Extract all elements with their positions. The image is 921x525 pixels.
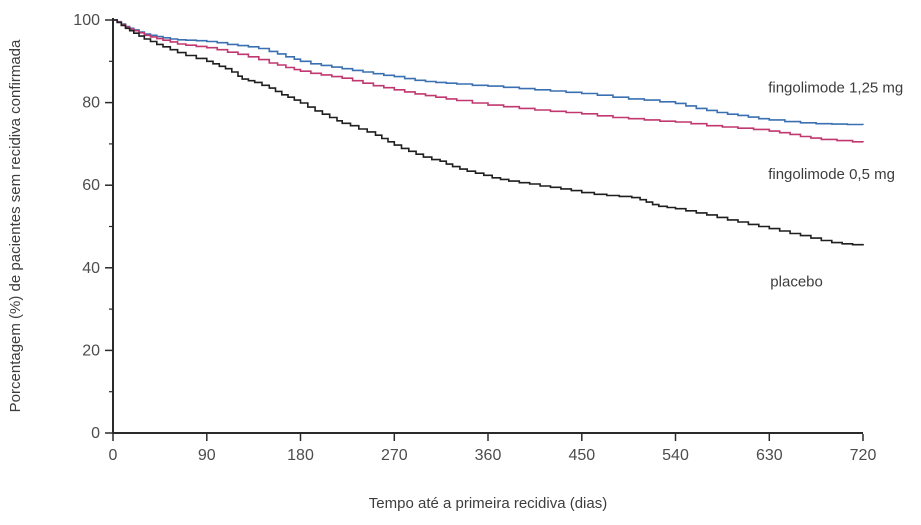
x-tick-label: 720 [850, 447, 877, 464]
x-tick-label: 0 [109, 447, 118, 464]
x-tick-label: 360 [475, 447, 502, 464]
x-tick-label: 180 [287, 447, 314, 464]
x-tick-label: 450 [568, 447, 595, 464]
x-tick-label: 270 [381, 447, 408, 464]
series-line-2 [113, 19, 864, 246]
y-axis: 0 20 40 60 80 100 [73, 12, 114, 442]
x-tick-label: 630 [756, 447, 783, 464]
y-tick-label: 100 [73, 12, 100, 29]
x-axis-title: Tempo até a primeira recidiva (dias) [369, 495, 607, 512]
series-labels: fingolimode 1,25 mg fingolimode 0,5 mg pla… [768, 79, 903, 290]
x-axis: 0 90 180 270 360 450 540 630 720 [109, 432, 877, 464]
series-lines [113, 19, 864, 246]
x-tick-label: 540 [662, 447, 689, 464]
series-line-0 [113, 19, 864, 126]
series-label-2: placebo [770, 273, 823, 290]
y-tick-label: 60 [82, 177, 100, 194]
y-tick-label: 80 [82, 95, 100, 112]
series-label-1: fingolimode 0,5 mg [768, 166, 895, 183]
y-tick-label: 0 [91, 425, 100, 442]
y-axis-title: Porcentagem (%) de pacientes sem recidiv… [7, 39, 24, 412]
series-label-0: fingolimode 1,25 mg [768, 79, 903, 96]
x-tick-label: 90 [198, 447, 216, 464]
y-tick-label: 40 [82, 260, 100, 277]
y-tick-label: 20 [82, 342, 100, 359]
series-line-1 [113, 19, 864, 143]
